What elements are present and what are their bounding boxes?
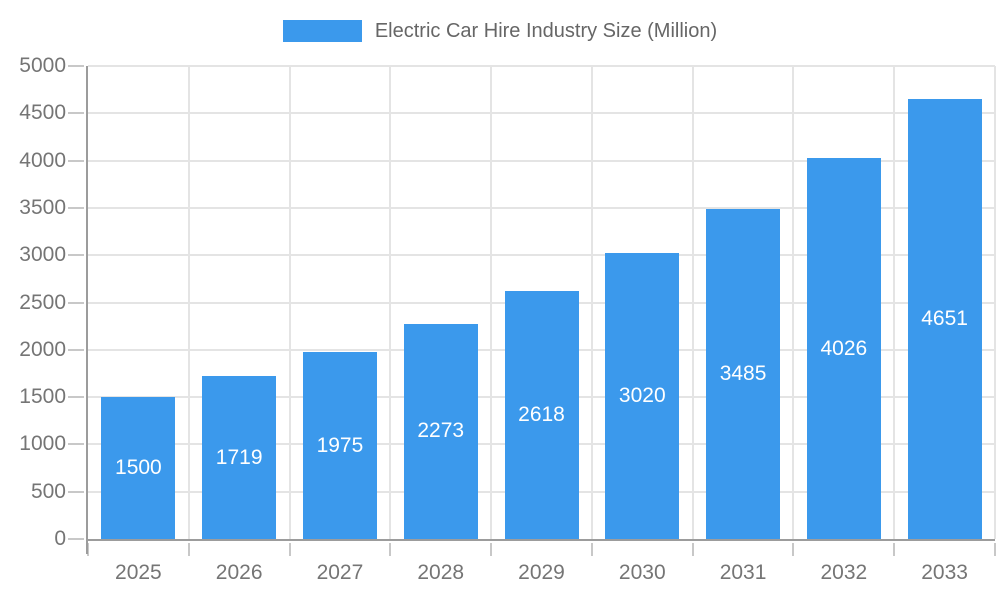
- bar[interactable]: 1975: [302, 352, 377, 539]
- x-axis-tick: [288, 543, 291, 556]
- bar[interactable]: 2618: [504, 291, 579, 539]
- y-axis-label: 4500: [19, 101, 66, 125]
- gridline-horizontal: [88, 206, 995, 209]
- y-axis-tick: [68, 396, 84, 399]
- bar-value-label: 3020: [618, 384, 666, 408]
- x-axis-tick: [490, 543, 493, 556]
- bar-value-label: 2273: [417, 419, 465, 443]
- bar-value-label: 1719: [215, 445, 263, 469]
- y-axis-tick: [68, 206, 84, 209]
- y-axis-label: 3000: [19, 243, 66, 267]
- x-axis-tick: [389, 543, 392, 556]
- y-axis-label: 2500: [19, 290, 66, 314]
- chart-title: Electric Car Hire Industry Size (Million…: [374, 20, 718, 42]
- y-axis-label: 1000: [19, 432, 66, 456]
- gridline-vertical: [288, 66, 291, 539]
- y-axis-label: 500: [30, 479, 66, 503]
- legend-swatch-icon: [282, 20, 362, 42]
- x-axis-line: [86, 539, 995, 541]
- x-axis-tick: [994, 543, 996, 556]
- bar-value-label: 1500: [115, 456, 162, 480]
- y-axis-label: 0: [54, 527, 66, 550]
- bar-value-label: 3485: [719, 362, 767, 386]
- bar[interactable]: 3485: [706, 209, 781, 539]
- y-axis-tick: [68, 112, 84, 115]
- bar[interactable]: 4026: [806, 158, 881, 539]
- y-axis-tick: [68, 301, 84, 304]
- x-axis-tick: [893, 543, 896, 556]
- gridline-vertical: [389, 66, 392, 539]
- bar-value-label: 2618: [518, 403, 565, 427]
- y-axis-label: 1500: [19, 385, 66, 409]
- y-axis-tick: [68, 538, 84, 540]
- gridline-horizontal: [88, 159, 995, 162]
- y-axis-tick: [68, 490, 84, 493]
- bar[interactable]: 1500: [101, 397, 176, 539]
- y-axis-tick: [68, 254, 84, 257]
- bar[interactable]: 2273: [403, 323, 478, 539]
- y-axis-label: 2000: [19, 337, 66, 361]
- bar[interactable]: 4651: [907, 99, 982, 539]
- y-axis-tick: [68, 159, 84, 162]
- x-axis-tick: [691, 543, 694, 556]
- x-axis-label: 2028: [417, 561, 465, 584]
- bar-value-label: 4651: [921, 306, 968, 330]
- gridline-horizontal: [88, 254, 995, 257]
- y-axis-tick: [68, 348, 84, 351]
- bar[interactable]: 1719: [202, 376, 277, 539]
- gridline-vertical: [590, 66, 593, 539]
- y-axis-line: [86, 66, 88, 554]
- x-axis-tick: [187, 543, 190, 556]
- gridline-vertical: [187, 66, 190, 539]
- y-axis-label: 5000: [19, 54, 66, 77]
- legend-item[interactable]: Electric Car Hire Industry Size (Million…: [0, 18, 1000, 44]
- x-axis-label: 2033: [921, 561, 968, 584]
- y-axis-label: 3500: [19, 195, 66, 219]
- gridline-vertical: [691, 66, 694, 539]
- x-axis-tick: [792, 543, 795, 556]
- gridline-vertical: [792, 66, 795, 539]
- gridline-horizontal: [88, 65, 995, 67]
- y-axis-tick: [68, 443, 84, 446]
- bar-value-label: 1975: [316, 433, 364, 457]
- gridline-horizontal: [88, 112, 995, 115]
- x-axis-label: 2025: [115, 561, 162, 584]
- x-axis-label: 2032: [820, 561, 868, 584]
- x-axis-label: 2029: [518, 561, 565, 584]
- bar[interactable]: 3020: [605, 253, 680, 539]
- y-axis-tick: [68, 65, 84, 67]
- gridline-vertical: [893, 66, 896, 539]
- x-axis-tick: [87, 543, 89, 556]
- x-axis-label: 2026: [215, 561, 263, 584]
- x-axis-label: 2030: [618, 561, 666, 584]
- bar-value-label: 4026: [820, 336, 868, 360]
- gridline-vertical: [490, 66, 493, 539]
- plot-area: 1500 1719 1975 2273 2618 3020 3485 4026 4651: [68, 65, 996, 556]
- x-axis-tick: [590, 543, 593, 556]
- x-axis-label: 2031: [719, 561, 767, 584]
- gridline-vertical: [994, 66, 996, 539]
- x-axis-label: 2027: [316, 561, 364, 584]
- y-axis-label: 4000: [19, 148, 66, 172]
